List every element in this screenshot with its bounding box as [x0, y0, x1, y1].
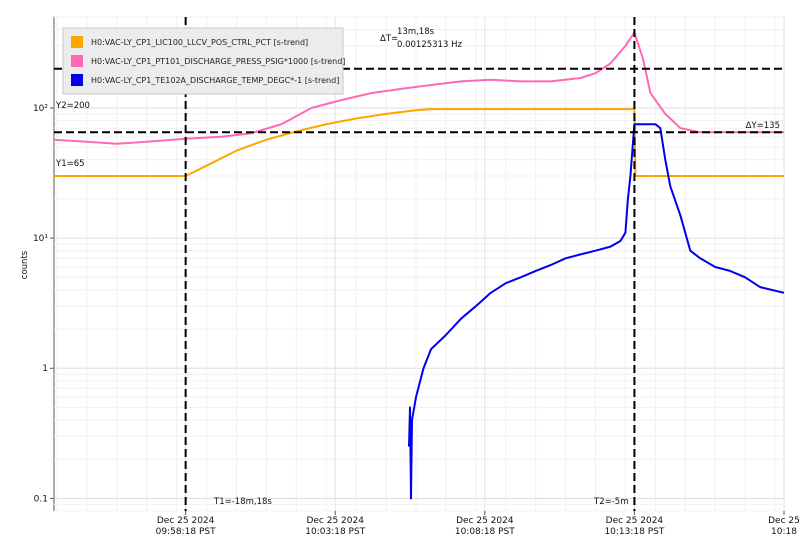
legend-box: [62, 27, 344, 95]
plot-area: [53, 16, 785, 512]
y2-cursor-label: Y2=200: [55, 101, 90, 111]
delta-y-label: ΔY=135: [746, 121, 780, 131]
delta-t-value: 13m,18s: [397, 27, 435, 37]
x-tick-label-time: 10:18: [771, 527, 797, 537]
legend-swatch-2: [71, 55, 83, 67]
series-line-3: [408, 123, 785, 500]
y-tick-label: 10²: [33, 104, 48, 114]
x-tick-label-time: 09:58:18 PST: [156, 527, 216, 537]
legend-label-3: H0:VAC-LY_CP1_TE102A_DISCHARGE_TEMP_DEGC…: [91, 76, 339, 85]
series-lines: [53, 31, 785, 500]
grid: [54, 16, 785, 512]
legend-swatch-1: [71, 36, 83, 48]
x-tick-label-date: Dec 25 2024: [606, 516, 664, 526]
x-tick-label-time: 10:13:18 PST: [604, 527, 664, 537]
x-tick-label-date: Dec 25: [768, 516, 800, 526]
y-tick-label: 10¹: [33, 234, 48, 244]
x-tick-label-time: 10:08:18 PST: [455, 527, 515, 537]
y-tick-label: 0.1: [34, 494, 48, 504]
x-tick-label-time: 10:03:18 PST: [305, 527, 365, 537]
y1-cursor-label: Y1=65: [55, 159, 85, 169]
legend-label-1: H0:VAC-LY_CP1_LIC100_LLCV_POS_CTRL_PCT […: [91, 38, 308, 47]
y-tick-label: 1: [42, 364, 48, 374]
legend: H0:VAC-LY_CP1_LIC100_LLCV_POS_CTRL_PCT […: [62, 27, 345, 95]
series-line-1: [54, 108, 784, 177]
x-tick-label-date: Dec 25 2024: [157, 516, 215, 526]
y-axis-title: counts: [20, 250, 30, 279]
legend-label-2: H0:VAC-LY_CP1_PT101_DISCHARGE_PRESS_PSIG…: [91, 57, 345, 66]
t2-cursor-label: T2=-5m: [593, 497, 628, 507]
legend-swatch-3: [71, 74, 83, 86]
t1-cursor-label: T1=-18m,18s: [213, 497, 272, 507]
x-tick-label-date: Dec 25 2024: [306, 516, 364, 526]
x-tick-label-date: Dec 25 2024: [456, 516, 514, 526]
series-line-2: [53, 31, 784, 145]
cursor-labels: ΔT= 13m,18s 0.00125313 Hz Y2=200 Y1=65 Δ…: [55, 27, 780, 507]
delta-t-frequency: 0.00125313 Hz: [397, 40, 462, 50]
delta-t-label: ΔT=: [380, 34, 398, 44]
